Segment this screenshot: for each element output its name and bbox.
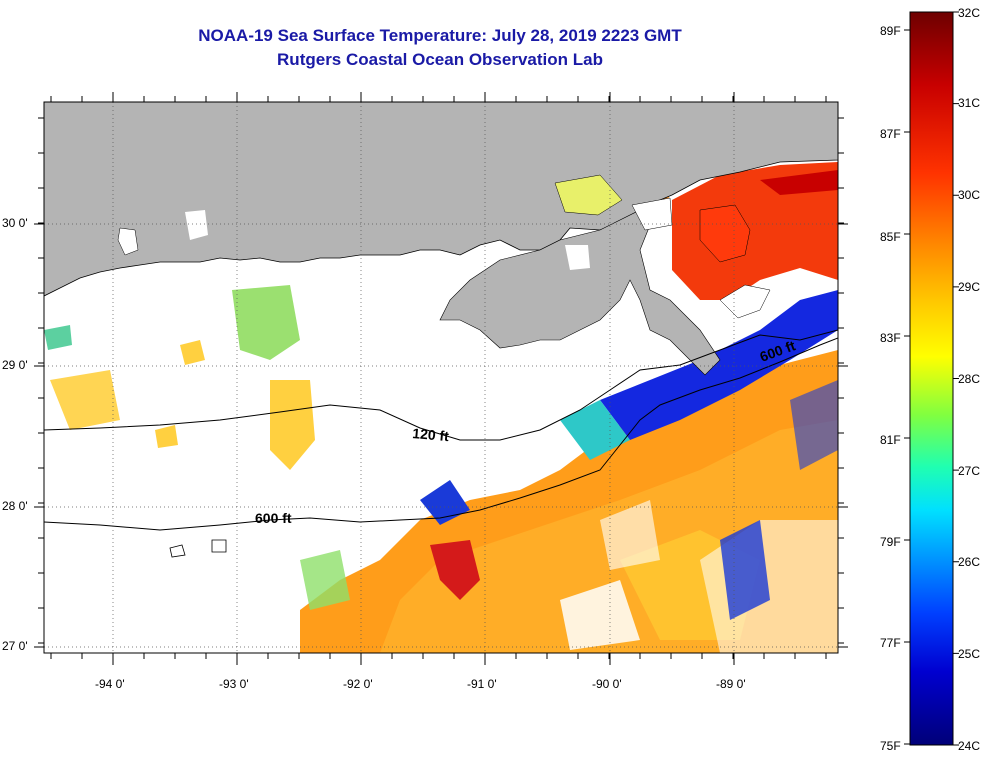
lat-label-27: 27 0' (2, 639, 28, 653)
lon-label-90: -90 0' (592, 677, 622, 691)
cbar-f-83: 83F (880, 331, 901, 345)
contour-120ft (44, 329, 838, 441)
cbar-c-29: 29C (958, 280, 981, 294)
lat-label-28: 28 0' (2, 499, 28, 513)
contour-label-120: 120 ft (412, 425, 450, 444)
lat-label-29: 29 0' (2, 358, 28, 372)
lon-label-91: -91 0' (467, 677, 497, 691)
cbar-c-31: 31C (958, 96, 981, 110)
subtitle: Rutgers Coastal Ocean Observation Lab (277, 50, 603, 69)
cbar-c-24: 24C (958, 739, 981, 753)
delta-land (439, 199, 721, 376)
lat-label-30: 30 0' (2, 216, 28, 230)
cbar-c-32: 32C (958, 6, 981, 20)
cbar-c-26: 26C (958, 555, 981, 569)
cbar-f-79: 79F (880, 535, 901, 549)
cbar-c-30: 30C (958, 188, 981, 202)
lon-label-94: -94 0' (95, 677, 125, 691)
axis-ticks (34, 92, 848, 665)
title: NOAA-19 Sea Surface Temperature: July 28… (198, 26, 682, 45)
colorbar (909, 11, 954, 746)
lon-label-93: -93 0' (219, 677, 249, 691)
cbar-f-87: 87F (880, 127, 901, 141)
cbar-f-85: 85F (880, 230, 901, 244)
cbar-f-81: 81F (880, 433, 901, 447)
cbar-f-75: 75F (880, 739, 901, 753)
land-mass (44, 102, 838, 297)
contour-600ft (44, 337, 838, 531)
sst-cool-band (420, 290, 838, 620)
cbar-c-27: 27C (958, 464, 981, 478)
cbar-c-25: 25C (958, 647, 981, 661)
lon-label-89: -89 0' (716, 677, 746, 691)
lon-label-92: -92 0' (343, 677, 373, 691)
cbar-f-77: 77F (880, 636, 901, 650)
sst-west-patches (44, 230, 315, 470)
cbar-c-28: 28C (958, 372, 981, 386)
contour-label-600-west: 600 ft (255, 510, 292, 526)
map-frame (43, 101, 839, 654)
graticule (44, 102, 838, 653)
cbar-f-89: 89F (880, 24, 901, 38)
